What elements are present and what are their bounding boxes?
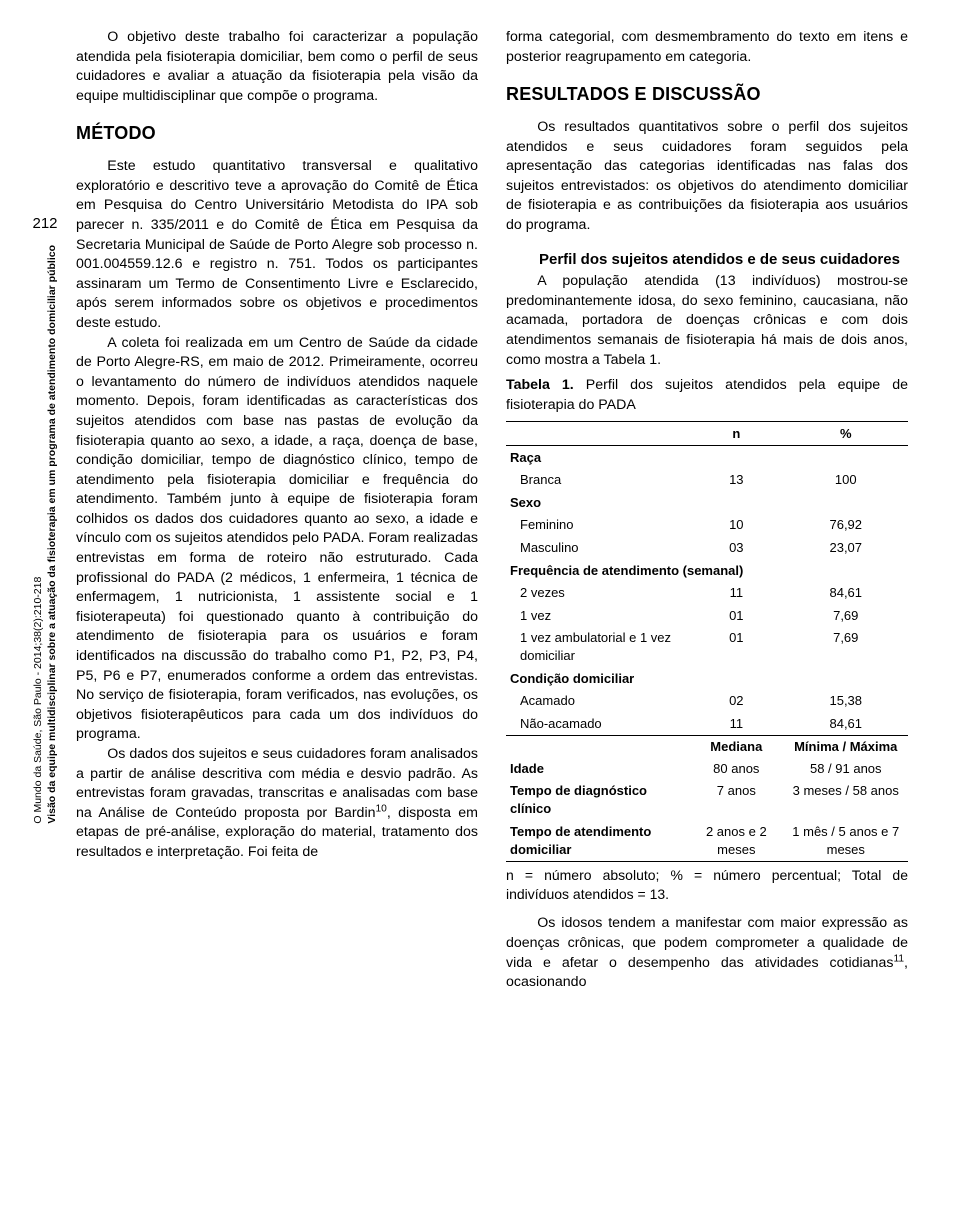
paragraph: O objetivo deste trabalho foi caracteriz… [76, 28, 478, 106]
margin-sidebar: 212 O Mundo da Saúde, São Paulo - 2014;3… [28, 28, 62, 993]
cell-label: Acamado [506, 690, 689, 712]
group-label: Condição domiciliar [506, 667, 908, 690]
paragraph: Este estudo quantitativo transversal e q… [76, 157, 478, 333]
table-group-header: Condição domiciliar [506, 667, 908, 690]
th-minmax: Mínima / Máxima [784, 735, 908, 758]
cell-n: 03 [689, 537, 783, 559]
cell-n: 01 [689, 604, 783, 626]
table-group-header: Frequência de atendimento (semanal) [506, 559, 908, 582]
paragraph: A população atendida (13 indivíduos) mos… [506, 272, 908, 370]
heading-metodo: MÉTODO [76, 121, 478, 146]
cell-n: 11 [689, 712, 783, 735]
group-label: Sexo [506, 491, 908, 514]
citation-sup: 10 [375, 803, 386, 814]
cell-n: 02 [689, 690, 783, 712]
table-row: Branca13100 [506, 469, 908, 491]
paragraph: forma categorial, com desmembramento do … [506, 28, 908, 67]
cell-minmax: 3 meses / 58 anos [784, 780, 908, 820]
cell-n: 10 [689, 514, 783, 536]
th-mediana: Mediana [689, 735, 783, 758]
table-row: Feminino1076,92 [506, 514, 908, 536]
page: 212 O Mundo da Saúde, São Paulo - 2014;3… [28, 28, 908, 993]
cell-label: 1 vez ambulatorial e 1 vez domiciliar [506, 627, 689, 667]
table-1: n % RaçaBranca13100SexoFeminino1076,92Ma… [506, 421, 908, 861]
table-row: 1 vez ambulatorial e 1 vez domiciliar017… [506, 627, 908, 667]
cell-label: Idade [506, 758, 689, 780]
cell-label: Não-acamado [506, 712, 689, 735]
table-row: Tempo de diagnóstico clínico7 anos3 mese… [506, 780, 908, 820]
th-pct: % [784, 422, 908, 445]
article-title-vertical: Visão da equipe multidisciplinar sobre a… [46, 245, 58, 824]
paragraph: Os resultados quantitativos sobre o perf… [506, 118, 908, 236]
paragraph: A coleta foi realizada em um Centro de S… [76, 334, 478, 745]
cell-mediana: 80 anos [689, 758, 783, 780]
cell-pct: 7,69 [784, 604, 908, 626]
cell-n: 13 [689, 469, 783, 491]
cell-pct: 84,61 [784, 712, 908, 735]
left-column: O objetivo deste trabalho foi caracteriz… [76, 28, 478, 993]
running-head-vertical: O Mundo da Saúde, São Paulo - 2014;38(2)… [31, 245, 59, 824]
cell-label: Feminino [506, 514, 689, 536]
cell-n: 11 [689, 582, 783, 604]
cell-label: Tempo de diagnóstico clínico [506, 780, 689, 820]
table-row: Tempo de atendimento domiciliar2 anos e … [506, 821, 908, 862]
journal-ref: O Mundo da Saúde, São Paulo - 2014;38(2)… [32, 576, 44, 823]
cell-pct: 84,61 [784, 582, 908, 604]
cell-label: Tempo de atendimento domiciliar [506, 821, 689, 862]
heading-resultados: RESULTADOS E DISCUSSÃO [506, 82, 908, 107]
table-row: Acamado0215,38 [506, 690, 908, 712]
citation-sup: 11 [893, 953, 904, 964]
cell-mediana: 2 anos e 2 meses [689, 821, 783, 862]
group-label: Raça [506, 445, 908, 469]
table-body-stats: Idade80 anos58 / 91 anosTempo de diagnós… [506, 758, 908, 861]
cell-pct: 100 [784, 469, 908, 491]
group-label: Frequência de atendimento (semanal) [506, 559, 908, 582]
paragraph: Os dados dos sujeitos e seus cuidadores … [76, 745, 478, 863]
table-caption: Tabela 1. Perfil dos sujeitos atendidos … [506, 376, 908, 415]
cell-minmax: 1 mês / 5 anos e 7 meses [784, 821, 908, 862]
cell-label: 1 vez [506, 604, 689, 626]
cell-pct: 76,92 [784, 514, 908, 536]
subheading-perfil: Perfil dos sujeitos atendidos e de seus … [506, 250, 908, 271]
th-blank [506, 422, 689, 445]
cell-pct: 7,69 [784, 627, 908, 667]
table-group-header: Raça [506, 445, 908, 469]
table-footnote: n = número absoluto; % = número percentu… [506, 866, 908, 905]
table-label: Tabela 1. [506, 377, 574, 393]
text-run: Os idosos tendem a manifestar com maior … [506, 915, 908, 970]
table-group-header: Sexo [506, 491, 908, 514]
paragraph: Os idosos tendem a manifestar com maior … [506, 914, 908, 992]
text-columns: O objetivo deste trabalho foi caracteriz… [76, 28, 908, 993]
cell-pct: 15,38 [784, 690, 908, 712]
th-n: n [689, 422, 783, 445]
table-row: Não-acamado1184,61 [506, 712, 908, 735]
cell-minmax: 58 / 91 anos [784, 758, 908, 780]
cell-n: 01 [689, 627, 783, 667]
table-body-groups: RaçaBranca13100SexoFeminino1076,92Mascul… [506, 445, 908, 735]
page-number: 212 [32, 214, 57, 235]
cell-label: Branca [506, 469, 689, 491]
table-row: 1 vez017,69 [506, 604, 908, 626]
cell-label: 2 vezes [506, 582, 689, 604]
cell-label: Masculino [506, 537, 689, 559]
right-column: forma categorial, com desmembramento do … [506, 28, 908, 993]
table-row: Masculino0323,07 [506, 537, 908, 559]
cell-pct: 23,07 [784, 537, 908, 559]
th-blank2 [506, 735, 689, 758]
table-row: Idade80 anos58 / 91 anos [506, 758, 908, 780]
table-row: 2 vezes1184,61 [506, 582, 908, 604]
cell-mediana: 7 anos [689, 780, 783, 820]
